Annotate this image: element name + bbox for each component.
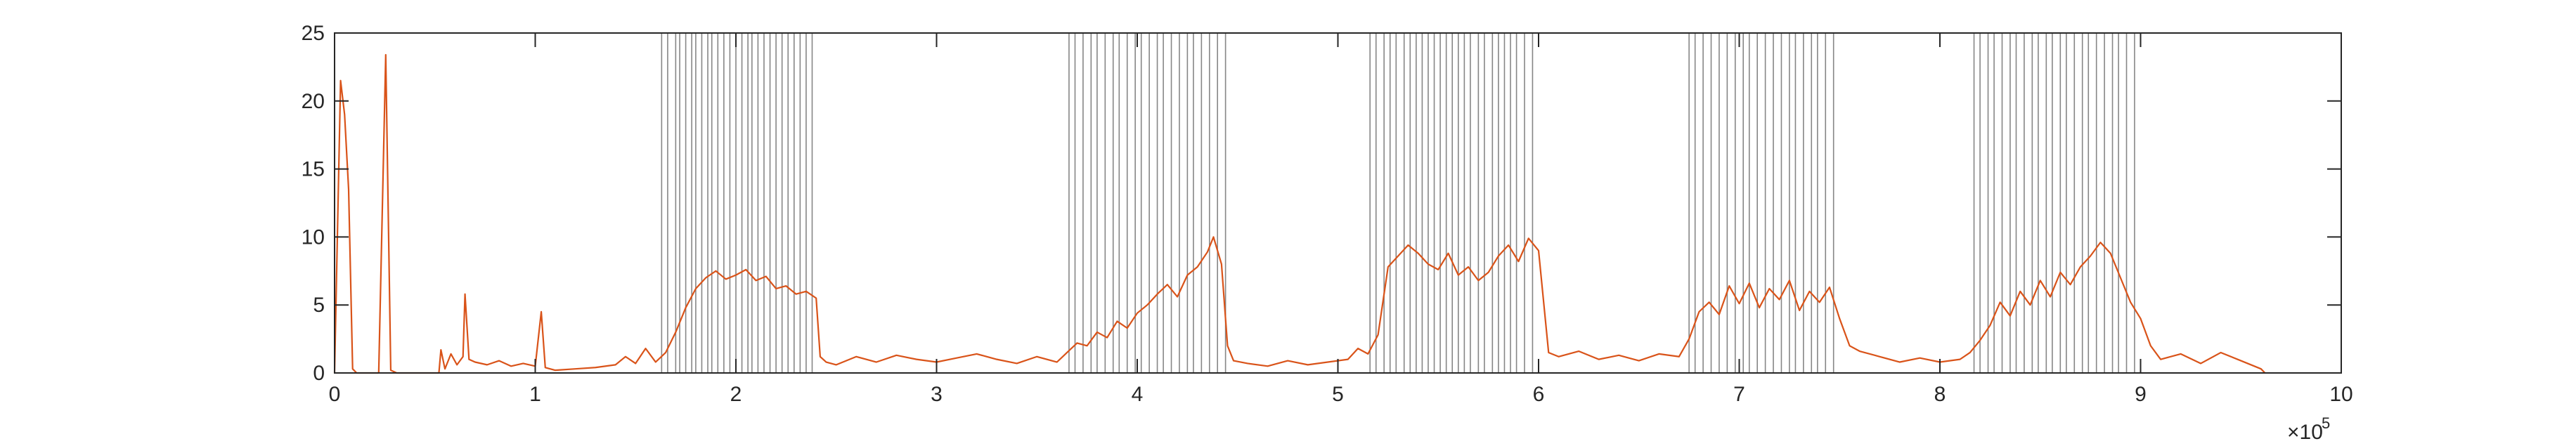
tick-marks	[334, 32, 2342, 374]
axes	[334, 32, 2342, 374]
y-tick-label-2: 10	[302, 225, 325, 249]
x-multiplier-label: ×10	[2287, 421, 2323, 444]
x-tick-label-6: 6	[1533, 383, 1545, 406]
x-tick-label-0: 0	[329, 383, 341, 406]
y-tick-label-1: 5	[313, 294, 325, 317]
x-tick-label-2: 2	[730, 383, 742, 406]
x-multiplier: ×10 5	[2287, 414, 2330, 444]
y-tick-label-4: 20	[302, 90, 325, 113]
tick-labels: 0 1 2 3 4 5 6 7 8 9 10 0 5 10 15 20 25	[302, 22, 2353, 406]
y-tick-label-3: 15	[302, 158, 325, 181]
x-tick-label-8: 8	[1934, 383, 1946, 406]
plot-frame	[334, 32, 2342, 374]
y-tick-label-5: 25	[302, 22, 325, 45]
y-tick-label-0: 0	[313, 362, 325, 385]
x-multiplier-exponent: 5	[2322, 414, 2330, 432]
x-tick-label-4: 4	[1132, 383, 1144, 406]
series-line-0	[333, 53, 2266, 374]
x-tick-label-3: 3	[931, 383, 943, 406]
x-tick-label-1: 1	[529, 383, 541, 406]
x-tick-label-10: 10	[2329, 383, 2352, 406]
x-tick-label-7: 7	[1733, 383, 1745, 406]
data-series	[333, 53, 2266, 374]
vertical-markers	[661, 33, 2135, 373]
x-tick-label-5: 5	[1332, 383, 1344, 406]
x-tick-label-9: 9	[2135, 383, 2147, 406]
